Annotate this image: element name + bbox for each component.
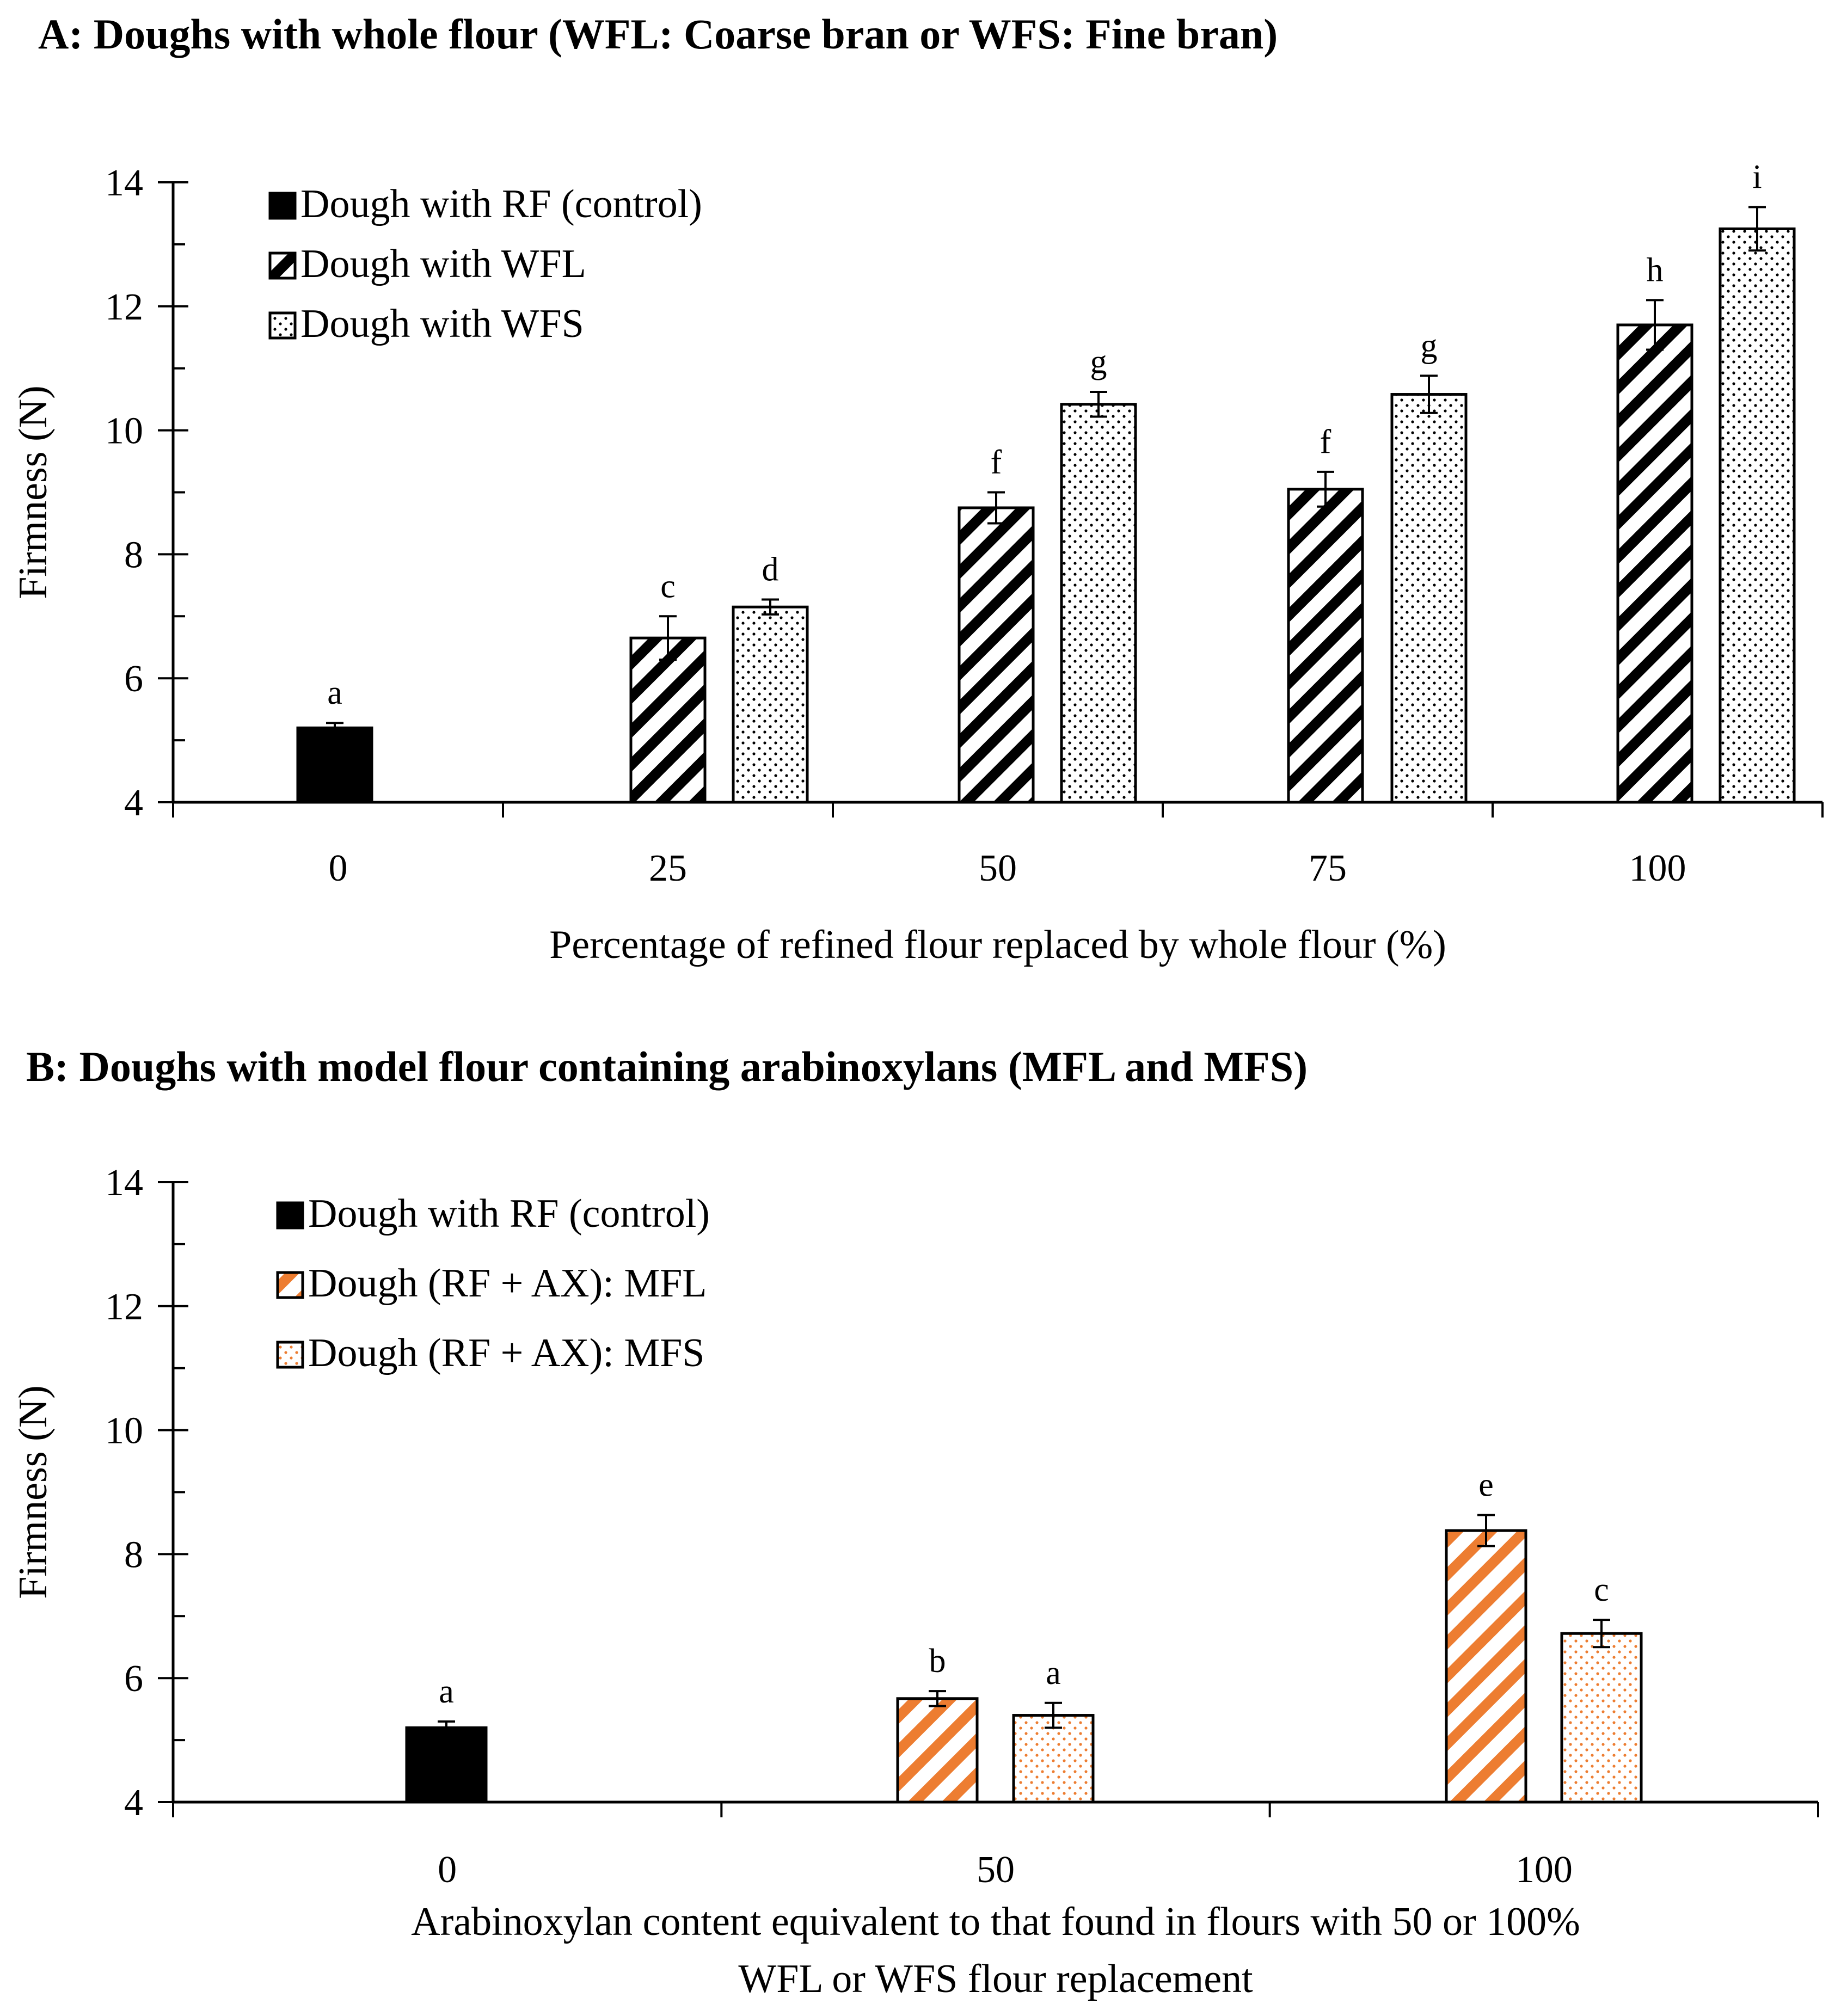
error-bar-b-100-series-2 (1593, 1619, 1610, 1649)
panel-a-title: A: Doughs with whole flour (WFL: Coarse … (38, 10, 1278, 58)
error-bar-a-25-series-1 (659, 615, 677, 661)
x-tick-label-0: 0 (329, 847, 348, 889)
significance-label-a-75-series-1: f (1320, 423, 1331, 460)
error-bar-a-100-series-1 (1646, 299, 1664, 351)
significance-label-a-50-series-1: f (991, 444, 1002, 481)
legend-item-a-1: Dough with WFL (268, 242, 586, 286)
y-tick-label-10: 10 (105, 1410, 143, 1452)
legend-label: Dough with WFS (300, 302, 584, 346)
error-bar-b-50-series-2 (1045, 1701, 1062, 1729)
error-bar-b-0-series-0 (438, 1720, 455, 1735)
bar-b-100-series-1 (1445, 1529, 1527, 1804)
significance-label-b-50-series-2: a (1046, 1655, 1061, 1692)
significance-label-a-25-series-2: d (762, 551, 779, 588)
y-tick-label-6: 6 (124, 658, 143, 700)
y-tick-label-6: 6 (124, 1658, 143, 1700)
legend-swatch (276, 1271, 304, 1299)
panel-b-chart: a b a e c 4 6 8 10 12 14 0 50 100 Firmness (N) Arabinox… (11, 1162, 1819, 2001)
y-tick-label-4: 4 (124, 782, 143, 824)
y-tick-label-8: 8 (124, 1534, 143, 1576)
significance-label-b-0-series-0: a (439, 1673, 454, 1710)
legend-swatch (268, 251, 297, 280)
y-tick-label-14: 14 (105, 162, 143, 204)
x-tick-label-50: 50 (977, 1849, 1015, 1891)
legend-label: Dough with RF (control) (300, 182, 702, 226)
bar-a-50-series-2 (1060, 403, 1137, 804)
significance-label-a-75-series-2: g (1421, 327, 1438, 364)
x-axis-title-b-line-1: WFL or WFS flour replacement (738, 1957, 1253, 2001)
x-tick-label-0: 0 (438, 1849, 457, 1891)
bar-a-25-series-1 (629, 636, 707, 804)
legend-label: Dough (RF + AX): MFS (308, 1331, 704, 1375)
legend-item-a-2: Dough with WFS (268, 302, 584, 346)
error-bar-a-100-series-2 (1748, 206, 1766, 252)
y-tick-label-8: 8 (124, 534, 143, 576)
error-bar-b-100-series-1 (1477, 1514, 1495, 1547)
significance-label-a-100-series-2: i (1752, 159, 1762, 196)
panel-a-chart: a c d f g f g h i 4 6 8 10 12 14 0 25 50 75 100 Firmness (N)… (11, 159, 1824, 967)
significance-label-a-50-series-2: g (1090, 343, 1107, 380)
legend-item-b-1: Dough (RF + AX): MFL (276, 1261, 707, 1306)
bar-a-50-series-1 (958, 506, 1035, 804)
legend-swatch (276, 1341, 304, 1369)
bar-a-75-series-1 (1287, 488, 1364, 804)
y-tick-label-10: 10 (105, 410, 143, 452)
bar-b-50-series-1 (896, 1697, 979, 1804)
y-tick-label-12: 12 (105, 1286, 143, 1328)
legend-item-b-2: Dough (RF + AX): MFS (276, 1331, 704, 1375)
legend-item-a-0: Dough with RF (control) (268, 182, 702, 226)
x-tick-label-100: 100 (1629, 847, 1686, 889)
error-bar-a-50-series-2 (1090, 390, 1107, 418)
significance-label-b-50-series-1: b (929, 1643, 946, 1680)
significance-label-a-0-series-0: a (327, 674, 342, 711)
error-bar-a-50-series-1 (987, 491, 1005, 525)
x-tick-label-100: 100 (1515, 1849, 1573, 1891)
y-tick-label-12: 12 (105, 286, 143, 328)
bar-a-100-series-1 (1616, 323, 1693, 804)
error-bar-a-75-series-1 (1317, 470, 1334, 508)
significance-label-a-25-series-1: c (660, 568, 676, 605)
significance-label-a-100-series-1: h (1647, 251, 1664, 288)
bar-a-75-series-2 (1390, 393, 1468, 804)
significance-label-b-100-series-1: e (1478, 1467, 1494, 1504)
legend-swatch (276, 1201, 304, 1230)
legend-label: Dough with WFL (300, 242, 586, 286)
bar-a-0-series-0 (296, 726, 373, 804)
bar-b-0-series-0 (405, 1726, 488, 1804)
error-bar-a-75-series-2 (1420, 374, 1438, 414)
error-bar-a-25-series-2 (762, 598, 779, 616)
legend-label: Dough with RF (control) (308, 1191, 710, 1236)
bar-a-25-series-2 (732, 605, 809, 804)
x-tick-label-75: 75 (1309, 847, 1347, 889)
y-tick-label-14: 14 (105, 1162, 143, 1204)
bar-b-50-series-2 (1012, 1714, 1095, 1804)
error-bar-b-50-series-1 (929, 1690, 946, 1707)
y-axis-title-a: Firmness (N) (11, 385, 56, 599)
y-axis-title-b: Firmness (N) (11, 1385, 56, 1599)
x-axis-title-a-line-0: Percentage of refined flour replaced by … (549, 923, 1446, 967)
legend-item-b-0: Dough with RF (control) (276, 1191, 710, 1236)
y-tick-label-4: 4 (124, 1782, 143, 1824)
bar-a-100-series-2 (1719, 227, 1796, 804)
error-bar-a-0-series-0 (326, 722, 343, 734)
panel-b-title: B: Doughs with model flour containing ar… (26, 1043, 1308, 1090)
bar-b-100-series-2 (1560, 1632, 1643, 1804)
x-tick-label-25: 25 (649, 847, 687, 889)
x-tick-label-50: 50 (979, 847, 1017, 889)
legend-label: Dough (RF + AX): MFL (308, 1261, 707, 1306)
legend-swatch (268, 311, 297, 340)
significance-label-b-100-series-2: c (1594, 1571, 1609, 1608)
x-axis-title-b-line-0: Arabinoxylan content equivalent to that … (411, 1900, 1580, 1944)
legend-swatch (268, 192, 297, 220)
